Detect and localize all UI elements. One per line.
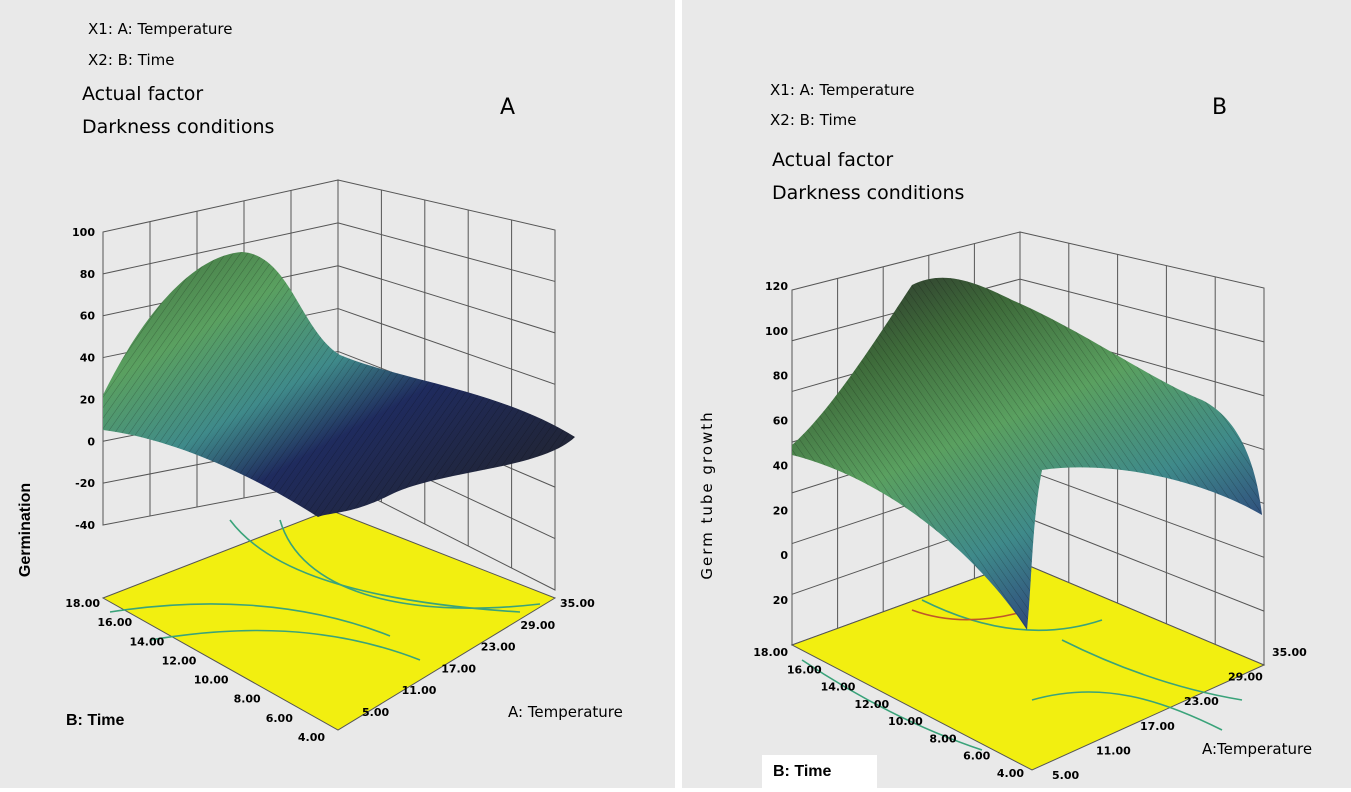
chart-panel-a: X1: A: Temperature X2: B: Time Actual fa… [0, 0, 675, 788]
header-x1: X1: A: Temperature [88, 20, 232, 38]
panel-label-a: A [500, 95, 515, 120]
tick-label: 16.00 [787, 663, 822, 676]
tick-label: -20 [75, 477, 95, 490]
header-x1-b: X1: A: Temperature [770, 81, 914, 99]
tick-label: 40 [773, 459, 789, 472]
tick-label: 35.00 [1272, 646, 1307, 659]
tick-label: 0 [780, 549, 788, 562]
wall-grid-line [337, 222, 556, 282]
tick-label: 100 [72, 226, 95, 239]
x-axis-title-b: A:Temperature [1202, 740, 1312, 758]
wall-grid-line [337, 265, 556, 334]
y-axis-title-bg-b [762, 755, 877, 788]
tick-label: 10.00 [888, 715, 923, 728]
tick-label: 20 [773, 504, 789, 517]
tick-label: 14.00 [821, 681, 856, 694]
header-condition: Darkness conditions [82, 116, 274, 138]
tick-label: 10.00 [194, 674, 229, 687]
contour-peak-line-b [911, 609, 1023, 621]
contour-plane-a [101, 509, 557, 731]
tick-label: 29.00 [520, 619, 555, 632]
tick-label: 80 [80, 268, 96, 281]
tick-label: 8.00 [929, 732, 956, 745]
tick-label: 14.00 [129, 635, 164, 648]
surface-chart-b: X1: A: Temperature X2: B: Time Actual fa… [698, 81, 1312, 788]
tick-label: 29.00 [1228, 671, 1263, 684]
tick-label: 80 [773, 370, 789, 383]
chart-panel-b: X1: A: Temperature X2: B: Time Actual fa… [682, 0, 1351, 788]
response-surface-b [792, 277, 1262, 630]
header-x2-b: X2: B: Time [770, 111, 856, 129]
x-axis-title-a: A: Temperature [508, 703, 623, 721]
tick-label: 5.00 [362, 706, 389, 719]
panel-label-b: B [1212, 95, 1227, 120]
z-axis-title-b: Germ tube growth [698, 410, 716, 579]
x-axis-ticks-b: 5.00 11.00 17.00 23.00 29.00 35.00 [1052, 646, 1307, 782]
y-axis-ticks-b: 4.00 6.00 8.00 10.00 12.00 14.00 16.00 18.00 [753, 646, 1024, 780]
tick-label: 6.00 [963, 750, 990, 763]
header-actual-factor-b: Actual factor [772, 149, 893, 171]
tick-label: 12.00 [854, 698, 889, 711]
tick-label: 18.00 [65, 597, 100, 610]
tick-label: 5.00 [1052, 769, 1079, 782]
wall-grid-line [1019, 278, 1265, 343]
contour-lines-a [109, 519, 541, 661]
tick-label: 100 [765, 325, 788, 338]
tick-label: 18.00 [753, 646, 788, 659]
tick-label: 120 [765, 280, 788, 293]
tick-label: 60 [80, 310, 96, 323]
tick-label: 23.00 [1184, 695, 1219, 708]
z-axis-title-a: Germination [17, 483, 34, 577]
y-axis-title-b: B: Time [773, 763, 831, 780]
surface-chart-a: X1: A: Temperature X2: B: Time Actual fa… [17, 20, 623, 744]
x-axis-ticks-a: 5.00 11.00 17.00 23.00 29.00 35.00 [362, 597, 595, 719]
tick-label: 17.00 [1140, 720, 1175, 733]
tick-label: -40 [75, 519, 95, 532]
contour-plane-b [790, 561, 1266, 771]
tick-label: 35.00 [560, 597, 595, 610]
tick-label: 8.00 [234, 693, 261, 706]
header-x2: X2: B: Time [88, 51, 174, 69]
wall-grid-line [1019, 467, 1265, 558]
contour-lines-b [801, 599, 1243, 751]
response-surface-a [103, 252, 575, 517]
tick-label: 4.00 [997, 767, 1024, 780]
tick-label: 11.00 [1096, 744, 1131, 757]
z-axis-ticks-b: 120 100 80 60 40 20 0 20 [765, 280, 788, 607]
wall-grid-line [337, 308, 556, 385]
tick-label: 16.00 [97, 616, 132, 629]
tick-label: 12.00 [162, 654, 197, 667]
tick-label: 60 [773, 415, 789, 428]
wall-grid-line [1019, 514, 1265, 612]
tick-label: 20 [773, 594, 789, 607]
tick-label: 23.00 [481, 641, 516, 654]
tick-label: 4.00 [298, 731, 325, 744]
tick-label: 20 [80, 393, 96, 406]
tick-label: 11.00 [402, 684, 437, 697]
tick-label: 17.00 [441, 662, 476, 675]
tick-label: 6.00 [266, 712, 293, 725]
z-axis-ticks-a: 100 80 60 40 20 0 -20 -40 [72, 226, 95, 532]
tick-label: 0 [87, 435, 95, 448]
y-axis-ticks-a: 4.00 6.00 8.00 10.00 12.00 14.00 16.00 18.00 [65, 597, 325, 744]
header-condition-b: Darkness conditions [772, 182, 964, 204]
tick-label: 40 [80, 352, 96, 365]
wall-grid-line [102, 222, 339, 275]
header-actual-factor: Actual factor [82, 83, 203, 105]
y-axis-title-a: B: Time [66, 712, 124, 729]
